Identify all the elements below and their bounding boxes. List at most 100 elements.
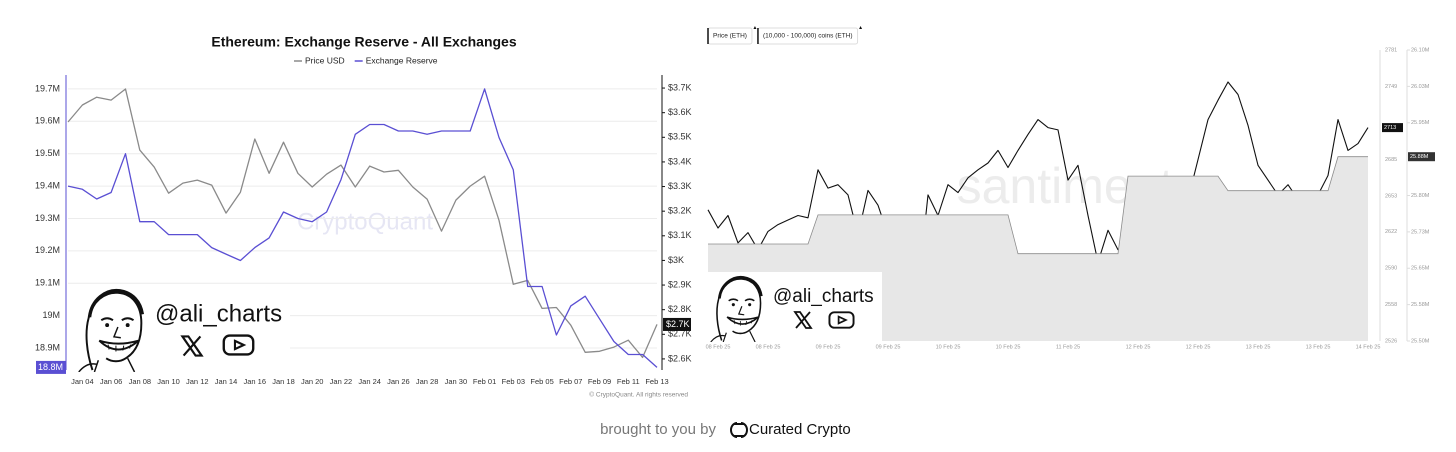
copyright: © CryptoQuant. All rights reserved: [589, 391, 688, 399]
x-tick-label: Feb 03: [502, 377, 525, 386]
legend-pin: [859, 26, 863, 29]
legend-pin: [753, 26, 757, 29]
y2-tick-label: $3.6K: [668, 107, 692, 117]
y2-tick-label: $3.1K: [668, 230, 692, 240]
x-tick-label: 10 Feb 25: [936, 344, 961, 350]
y2-tick-label: $3K: [668, 255, 684, 265]
value-tag-bg: [1408, 152, 1435, 162]
y-tick-label: 19.3M: [35, 213, 60, 223]
y-tick-label: 2558: [1385, 302, 1397, 308]
line: [67, 88, 658, 368]
value-tag-bg: [36, 360, 66, 374]
y-tick-label: 2526: [1385, 338, 1397, 344]
y2-tick-label: $3.3K: [668, 181, 692, 191]
handle: @ali_charts: [773, 286, 874, 307]
watermark: CryptoQuant: [297, 208, 433, 235]
x-tick-label: Feb 05: [530, 377, 553, 386]
y2-tick-label: $3.7K: [668, 82, 692, 92]
y-tick-label: 2781: [1385, 47, 1397, 53]
branding-overlay: @ali_charts: [68, 284, 290, 372]
x-tick-label: Jan 10: [157, 377, 180, 386]
x-tick-label: Jan 20: [301, 377, 324, 386]
y2-tick-label: 25.95M: [1411, 120, 1430, 126]
x-tick-label: Jan 26: [387, 377, 410, 386]
chart-title: Ethereum: Exchange Reserve - All Exchang…: [211, 34, 516, 50]
x-tick-label: Jan 16: [243, 377, 266, 386]
legend-label: Price (ETH): [713, 33, 747, 40]
x-tick-label: 11 Feb 25: [1056, 344, 1080, 350]
brand-logo: [730, 422, 748, 438]
handle: @ali_charts: [155, 300, 282, 327]
y2-tick-label: 26.10M: [1411, 47, 1430, 53]
y2-tick-label: $2.6K: [668, 353, 692, 363]
y2-tick-label: 25.80M: [1411, 193, 1430, 199]
y-tick-label: 18.9M: [35, 342, 60, 352]
y2-tick-label: $2.8K: [668, 304, 692, 314]
x-tick-label: Jan 06: [100, 377, 123, 386]
area-edge: [708, 156, 1368, 255]
x-tick-label: 09 Feb 25: [876, 344, 901, 350]
x-tick-label: 08 Feb 25: [706, 344, 731, 350]
y2-tick-label: 25.50M: [1411, 338, 1430, 344]
value-tag: 2713: [1384, 125, 1396, 131]
x-tick-label: 13 Feb 25: [1246, 344, 1271, 350]
x-tick-label: Jan 18: [272, 377, 295, 386]
footer-brand: Curated Crypto: [749, 421, 851, 438]
y-tick-label: 19.6M: [35, 116, 60, 126]
legend-label: (10,000 - 100,000) coins (ETH): [763, 33, 853, 40]
value-tag: 25.88M: [1410, 154, 1429, 160]
y-tick-label: 19.2M: [35, 245, 60, 255]
x-tick-label: 14 Feb 25: [1356, 344, 1381, 350]
x-tick-label: Jan 04: [71, 377, 94, 386]
y2-tick-label: 25.73M: [1411, 229, 1430, 235]
legend-label: Price USD: [305, 55, 345, 65]
x-tick-label: 09 Feb 25: [816, 344, 841, 350]
value-tag-bg: [663, 317, 691, 331]
y-tick-label: 2749: [1385, 84, 1397, 90]
legend-label: Exchange Reserve: [366, 55, 438, 65]
x-tick-label: Feb 11: [617, 377, 640, 386]
y2-tick-label: $2.7K: [668, 329, 692, 339]
x-tick-label: 12 Feb 25: [1126, 344, 1151, 350]
y-tick-label: 2685: [1385, 157, 1397, 163]
line: [67, 88, 658, 359]
y-tick-label: 2622: [1385, 229, 1397, 235]
value-tag: $2.7K: [666, 319, 690, 329]
y2-tick-label: 25.58M: [1411, 302, 1430, 308]
y2-tick-label: $2.9K: [668, 279, 692, 289]
footer-text: brought to you by: [600, 421, 716, 438]
x-tick-label: 08 Feb 25: [756, 344, 781, 350]
y-tick-label: 19.4M: [35, 180, 60, 190]
x-tick-label: Jan 24: [358, 377, 381, 386]
y-tick-label: 2590: [1385, 265, 1397, 271]
y2-tick-label: $3.2K: [668, 206, 692, 216]
y-tick-label: 19.1M: [35, 278, 60, 288]
y-tick-label: 19.5M: [35, 148, 60, 158]
x-tick-label: Jan 12: [186, 377, 209, 386]
x-tick-label: 10 Feb 25: [996, 344, 1021, 350]
value-tag: 18.8M: [38, 362, 63, 372]
y2-tick-label: 25.65M: [1411, 266, 1430, 272]
value-tag-bg: [1382, 123, 1403, 133]
x-tick-label: Jan 14: [215, 377, 238, 386]
x-tick-label: Feb 07: [559, 377, 582, 386]
branding-overlay: @ali_charts: [708, 272, 882, 342]
x-tick-label: 12 Feb 25: [1186, 344, 1211, 350]
y-tick-label: 2653: [1385, 194, 1397, 200]
y-tick-label: 19M: [42, 310, 60, 320]
x-tick-label: Jan 30: [445, 377, 468, 386]
y2-tick-label: 26.03M: [1411, 84, 1430, 90]
x-tick-label: Feb 01: [473, 377, 496, 386]
x-tick-label: Jan 28: [416, 377, 439, 386]
y-tick-label: 19.7M: [35, 83, 60, 93]
x-tick-label: Feb 09: [588, 377, 611, 386]
x-tick-label: Jan 22: [330, 377, 353, 386]
x-tick-label: Jan 08: [129, 377, 152, 386]
y2-tick-label: $3.4K: [668, 156, 692, 166]
line: [707, 81, 1369, 314]
x-tick-label: 13 Feb 25: [1306, 344, 1331, 350]
y2-tick-label: $3.5K: [668, 132, 692, 142]
x-tick-label: Feb 13: [645, 377, 668, 386]
